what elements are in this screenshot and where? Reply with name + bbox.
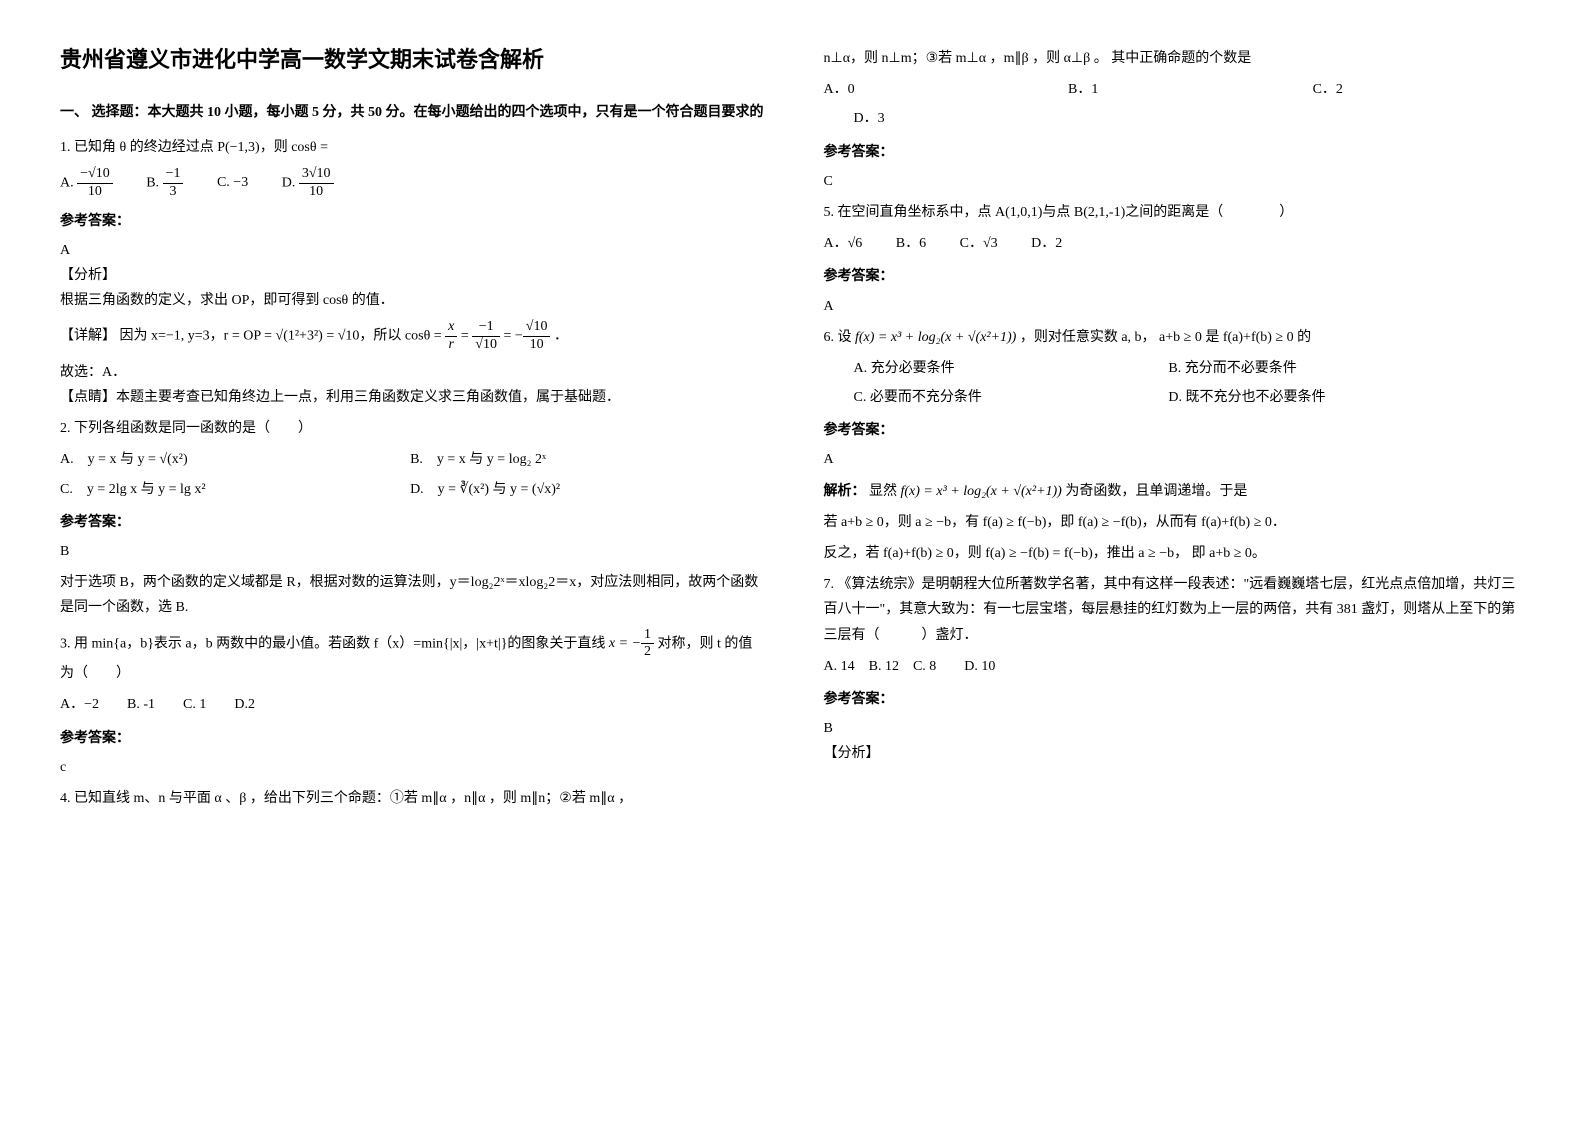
q2-answer-label: 参考答案： xyxy=(60,510,764,535)
q6-opt-c: C. 必要而不充分条件 xyxy=(854,385,1135,410)
q6-options-row2: C. 必要而不充分条件 D. 既不充分也不必要条件 xyxy=(824,385,1528,410)
q1-analysis: 根据三角函数的定义，求出 OP，即可得到 cosθ 的值． xyxy=(60,288,764,313)
q6-stem: 6. 设 f(x) = x³ + log₂(x + √(x²+1)) ，则对任意… xyxy=(824,325,1528,350)
q1-opt-b: B. −13 xyxy=(146,166,183,201)
q2-opt-d: D. y = ∛(x²) 与 y = (√x)² xyxy=(410,477,560,502)
q1-analysis-label: 【分析】 xyxy=(60,263,764,288)
q5-opt-c: C．√3 xyxy=(960,231,998,256)
q2-stem: 2. 下列各组函数是同一函数的是（ ） xyxy=(60,416,764,441)
q2-explanation: 对于选项 B，两个函数的定义域都是 R，根据对数的运算法则，y＝log₂2ˣ＝x… xyxy=(60,570,764,620)
left-column: 贵州省遵义市进化中学高一数学文期末试卷含解析 一、 选择题：本大题共 10 小题… xyxy=(60,40,764,817)
right-column: n⊥α，则 n⊥m；③若 m⊥α ，m∥β ，则 α⊥β 。 其中正确命题的个数… xyxy=(824,40,1528,817)
q1-options: A. −√1010 B. −13 C. −3 D. 3√1010 xyxy=(60,166,764,201)
q4-opt-a: A．0 xyxy=(824,77,1035,102)
q2-opt-a: A. y = x 与 y = √(x²) xyxy=(60,447,377,472)
q2-opt-c: C. y = 2lg x 与 y = lg x² xyxy=(60,477,377,502)
q1-tip: 【点睛】本题主要考查已知角终边上一点，利用三角函数定义求三角函数值，属于基础题． xyxy=(60,385,764,410)
q4-stem-part2: n⊥α，则 n⊥m；③若 m⊥α ，m∥β ，则 α⊥β 。 其中正确命题的个数… xyxy=(824,46,1528,71)
q7-options: A. 14 B. 12 C. 8 D. 10 xyxy=(824,654,1528,679)
q6-explanation-2: 若 a+b ≥ 0，则 a ≥ −b，有 f(a) ≥ f(−b)，即 f(a)… xyxy=(824,510,1528,535)
q1-answer-label: 参考答案： xyxy=(60,209,764,234)
q6-explanation-3: 反之，若 f(a)+f(b) ≥ 0，则 f(a) ≥ −f(b) = f(−b… xyxy=(824,541,1528,566)
q5-opt-d: D．2 xyxy=(1031,231,1062,256)
q5-opt-b: B．6 xyxy=(896,231,926,256)
q1-answer: A xyxy=(60,238,764,263)
q1-stem: 1. 已知角 θ 的终边经过点 P(−1,3)，则 cosθ = xyxy=(60,135,764,160)
q4-opt-d-row: D．3 xyxy=(824,106,1528,131)
q7-answer: B xyxy=(824,716,1528,741)
q4-answer: C xyxy=(824,169,1528,194)
q2-options-row2: C. y = 2lg x 与 y = lg x² D. y = ∛(x²) 与 … xyxy=(60,477,764,502)
q2-opt-b: B. y = x 与 y = log₂ 2ˣ xyxy=(410,447,546,472)
q7-analysis-label: 【分析】 xyxy=(824,741,1528,766)
q4-opt-b: B．1 xyxy=(1068,77,1279,102)
q7-stem: 7. 《算法统宗》是明朝程大位所著数学名著，其中有这样一段表述："远看巍巍塔七层… xyxy=(824,572,1528,648)
q1-pick: 故选：A． xyxy=(60,360,764,385)
q5-stem: 5. 在空间直角坐标系中，点 A(1,0,1)与点 B(2,1,-1)之间的距离… xyxy=(824,200,1528,225)
q7-answer-label: 参考答案： xyxy=(824,687,1528,712)
q3-answer-label: 参考答案： xyxy=(60,726,764,751)
q6-options-row1: A. 充分必要条件 B. 充分而不必要条件 xyxy=(824,356,1528,381)
q6-answer-label: 参考答案： xyxy=(824,418,1528,443)
q6-answer: A xyxy=(824,447,1528,472)
q5-answer-label: 参考答案： xyxy=(824,264,1528,289)
q6-explanation-1: 解析： 显然 f(x) = x³ + log₂(x + √(x²+1)) 为奇函… xyxy=(824,479,1528,504)
q2-options-row1: A. y = x 与 y = √(x²) B. y = x 与 y = log₂… xyxy=(60,447,764,472)
q1-opt-a: A. −√1010 xyxy=(60,166,113,201)
q1-text: 1. 已知角 θ 的终边经过点 P(−1,3)，则 cosθ = xyxy=(60,140,328,155)
q1-opt-c: C. −3 xyxy=(217,170,248,195)
q1-detail: 【详解】 因为 x=−1, y=3，r = OP = √(1²+3²) = √1… xyxy=(60,319,764,354)
q3-stem: 3. 用 min{a，b}表示 a，b 两数中的最小值。若函数 f（x）=min… xyxy=(60,627,764,687)
q4-options: A．0 B．1 C．2 xyxy=(824,77,1528,102)
q6-opt-d: D. 既不充分也不必要条件 xyxy=(1168,385,1325,410)
q3-options: A．−2 B. -1 C. 1 D.2 xyxy=(60,692,764,717)
q5-answer: A xyxy=(824,294,1528,319)
q4-answer-label: 参考答案： xyxy=(824,140,1528,165)
q2-answer: B xyxy=(60,539,764,564)
q5-options: A．√6 B．6 C．√3 D．2 xyxy=(824,231,1528,256)
q6-opt-a: A. 充分必要条件 xyxy=(854,356,1135,381)
q6-opt-b: B. 充分而不必要条件 xyxy=(1168,356,1296,381)
q4-opt-c: C．2 xyxy=(1313,77,1343,102)
q3-answer: c xyxy=(60,755,764,780)
doc-title: 贵州省遵义市进化中学高一数学文期末试卷含解析 xyxy=(60,40,764,80)
q1-opt-d: D. 3√1010 xyxy=(282,166,334,201)
q4-opt-d: D．3 xyxy=(854,106,885,131)
q5-opt-a: A．√6 xyxy=(824,231,863,256)
section-1-heading: 一、 选择题：本大题共 10 小题，每小题 5 分，共 50 分。在每小题给出的… xyxy=(60,100,764,125)
q4-stem-part1: 4. 已知直线 m、n 与平面 α 、β ，给出下列三个命题：①若 m∥α ，n… xyxy=(60,786,764,811)
